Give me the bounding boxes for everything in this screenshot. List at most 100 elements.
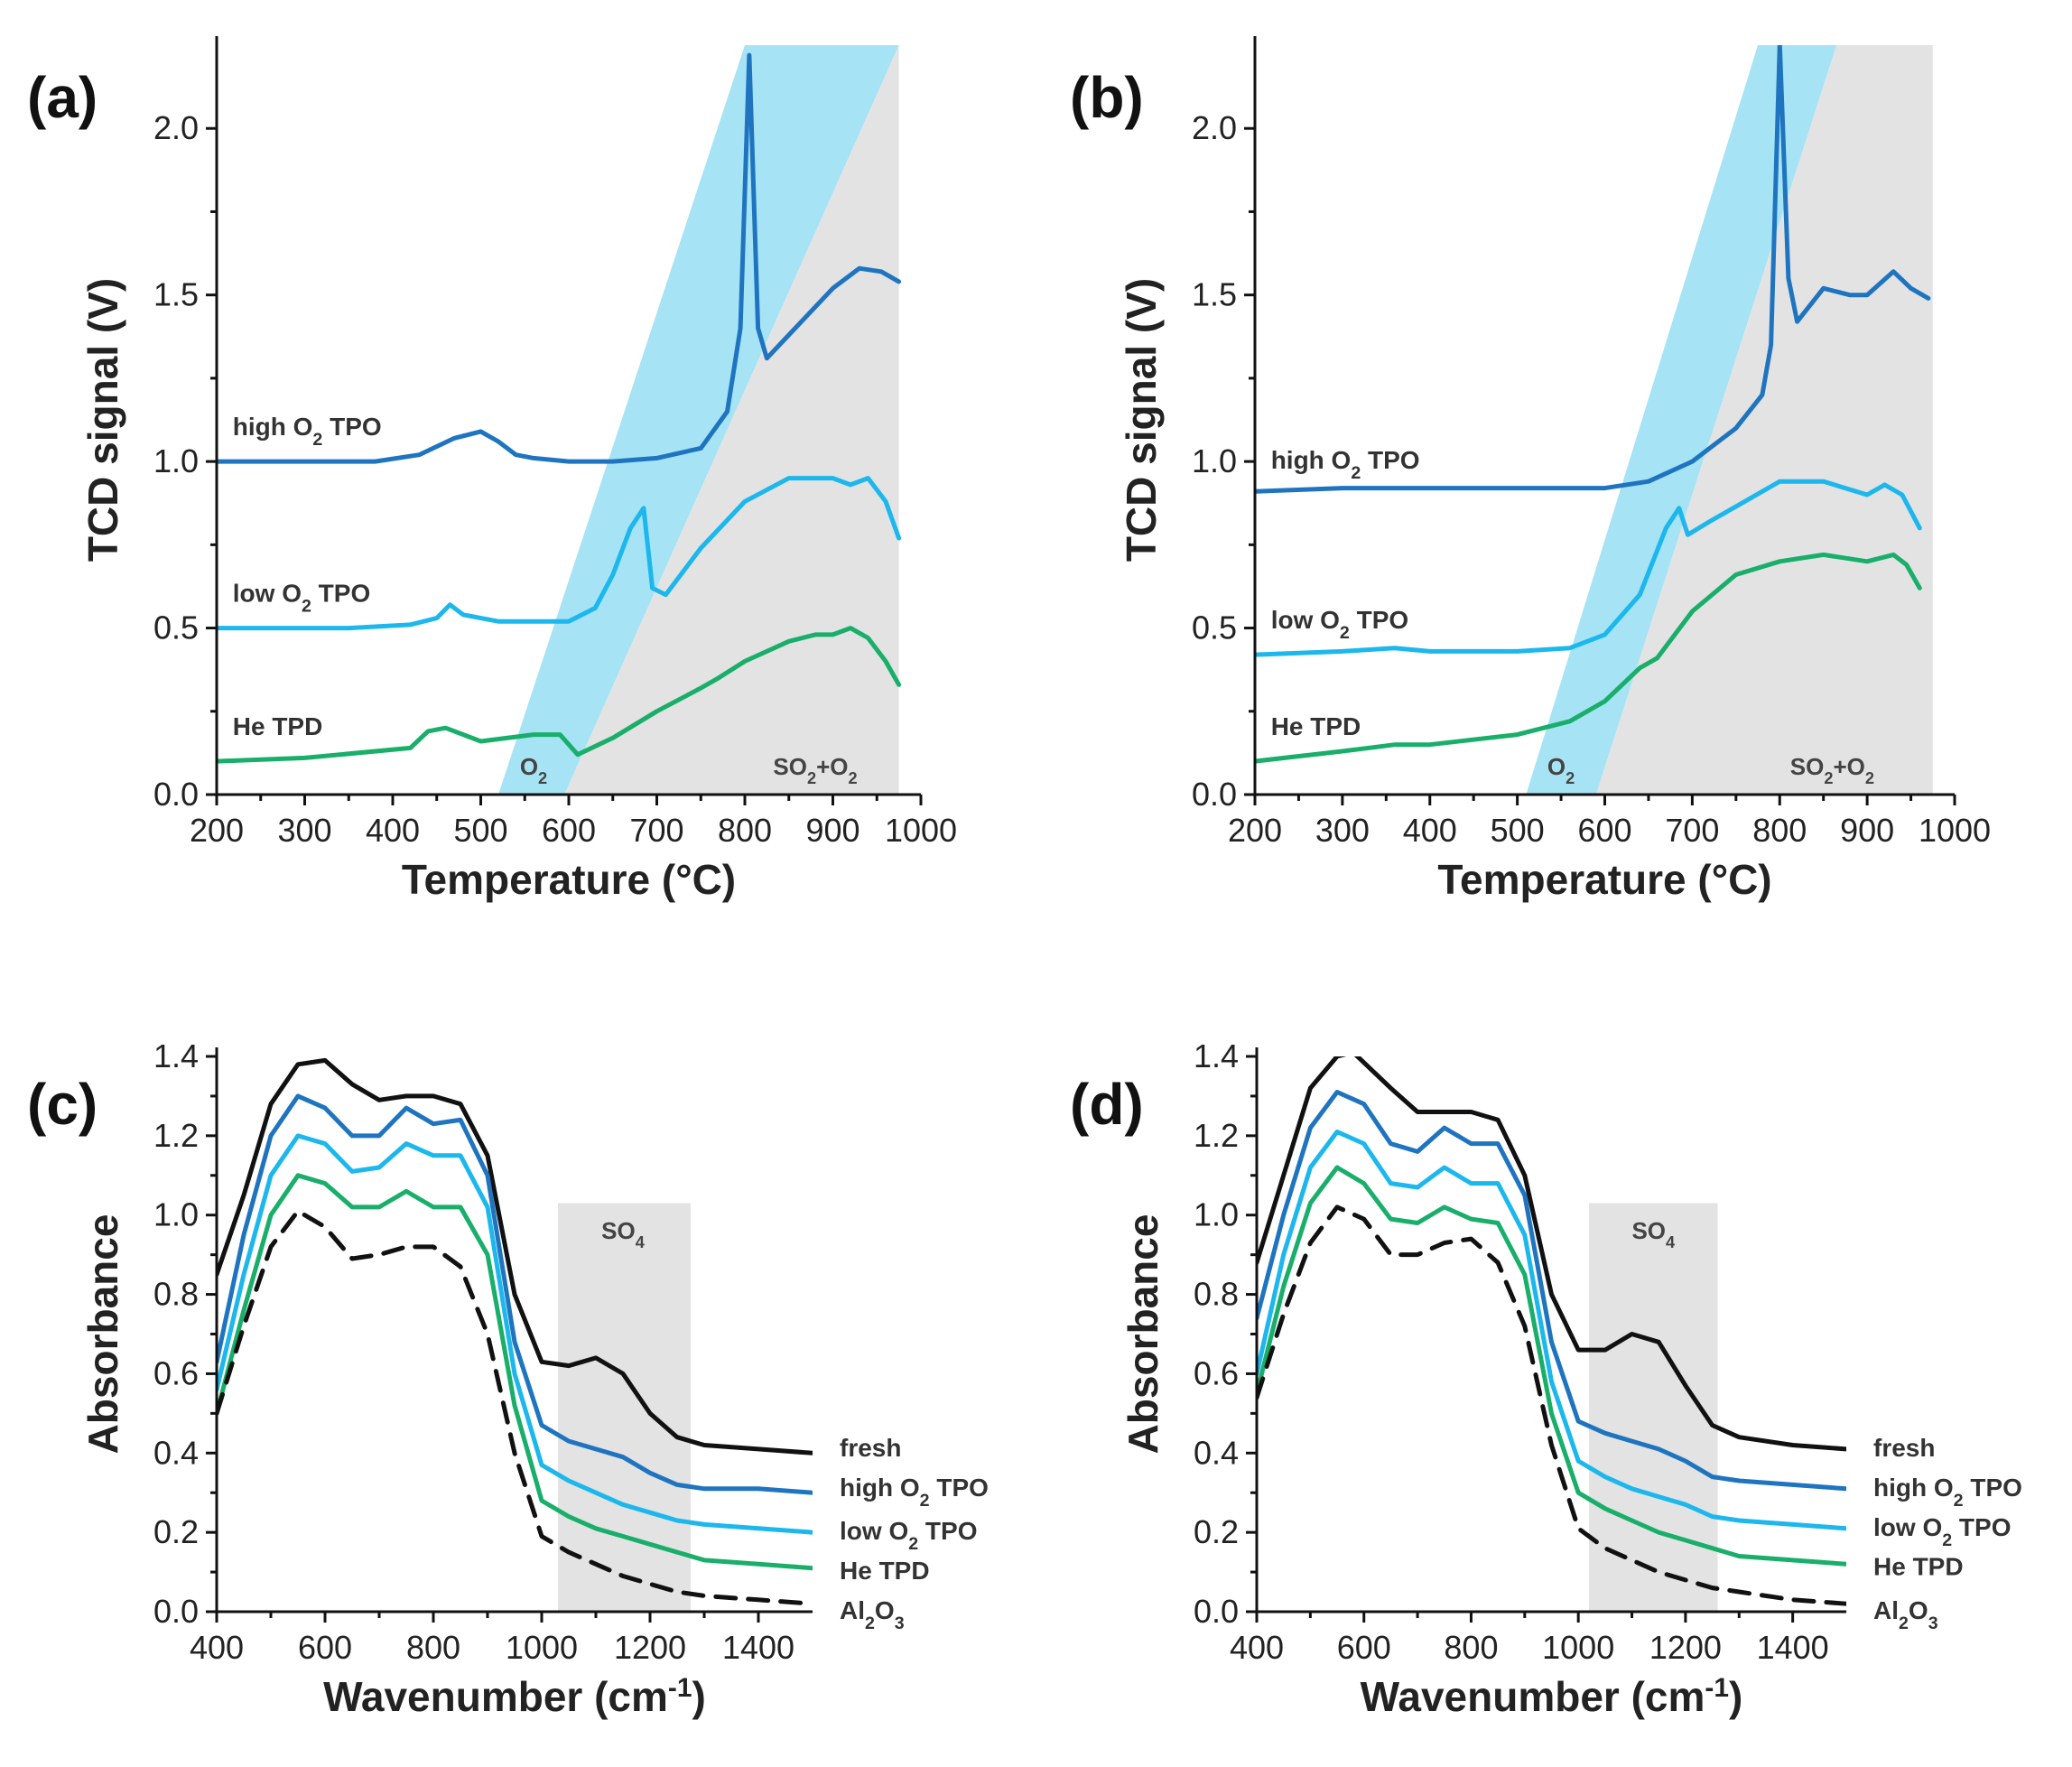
region-label-so: SO4: [601, 1217, 646, 1251]
series-label-he-tpd: He TPD: [840, 1557, 930, 1585]
series-line-high-o-tpo: [217, 1093, 813, 1495]
y-tick-label: 0.8: [1194, 1276, 1239, 1313]
y-tick-label: 2.0: [153, 109, 199, 146]
y-tick-label: 1.5: [153, 276, 199, 313]
y-tick-label: 0.5: [1192, 609, 1237, 646]
series-label-al-o: Al2O3: [840, 1596, 905, 1633]
x-tick-label: 400: [366, 812, 420, 849]
y-tick-label: 1.0: [1192, 442, 1237, 479]
panel-letter: (c): [27, 1072, 98, 1137]
x-tick-label: 1000: [885, 812, 957, 849]
series-label-fresh: fresh: [1873, 1434, 1935, 1462]
x-axis-title: Wavenumber (cm-1): [323, 1673, 706, 1721]
y-tick-label: 1.2: [1194, 1117, 1239, 1154]
y-tick-label: 1.0: [153, 442, 199, 479]
y-tick-label: 2.0: [1192, 109, 1237, 146]
x-tick-label: 200: [190, 812, 244, 849]
shaded-region-so: [1589, 1203, 1718, 1612]
series-line-low-o-tpo: [1257, 1130, 1846, 1531]
series-line-low-o-tpo: [217, 1133, 813, 1535]
series-line-low-o-tpo: [1255, 479, 1922, 657]
y-tick-label: 0.4: [153, 1434, 199, 1471]
series-line-high-o-tpo: [1257, 1090, 1846, 1492]
x-tick-label: 600: [298, 1629, 352, 1666]
series-line-he-tpd: [217, 626, 902, 764]
x-tick-label: 900: [1840, 812, 1894, 849]
series-label-he-tpd: He TPD: [1271, 712, 1361, 740]
y-tick-label: 1.4: [1194, 1037, 1239, 1074]
panel-letter: (b): [1070, 65, 1144, 130]
x-tick-label: 1400: [722, 1629, 794, 1666]
series-label-low-o-tpo: low O2 TPO: [840, 1517, 977, 1554]
x-tick-label: 800: [1444, 1629, 1498, 1666]
y-axis-title: Absorbance: [79, 1214, 126, 1455]
y-tick-label: 0.6: [1194, 1354, 1239, 1391]
x-tick-label: 1400: [1757, 1629, 1829, 1666]
x-tick-label: 1200: [614, 1629, 686, 1666]
series-label-fresh: fresh: [840, 1434, 901, 1462]
y-tick-label: 1.4: [153, 1037, 199, 1074]
x-tick-label: 1000: [1542, 1629, 1614, 1666]
x-tick-label: 800: [718, 812, 772, 849]
x-tick-label: 300: [1315, 812, 1370, 849]
y-tick-label: 0.2: [153, 1513, 199, 1550]
y-axis-title: TCD signal (V): [79, 278, 126, 562]
series-label-low-o-tpo: low O2 TPO: [1873, 1513, 2011, 1550]
panel-c: SO4 fresh high O2 TPO low O2 TPO He TPD Al2O3…: [27, 1037, 989, 1720]
series-label-al-o: Al2O3: [1873, 1596, 1938, 1633]
x-tick-label: 800: [1752, 812, 1807, 849]
x-tick-label: 700: [629, 812, 683, 849]
y-tick-label: 0.0: [1192, 776, 1237, 813]
series-line-al-o: [1257, 1204, 1846, 1606]
series-line-high-o-tpo: [217, 52, 902, 464]
shaded-region-so-o: [564, 45, 899, 795]
x-axis-title: Temperature (°C): [402, 856, 736, 903]
y-tick-label: 1.5: [1192, 276, 1237, 313]
series-label-he-tpd: He TPD: [233, 712, 323, 740]
region-label-so: SO4: [1631, 1217, 1676, 1251]
y-tick-label: 1.2: [153, 1117, 199, 1154]
series-label-high-o-tpo: high O2 TPO: [1873, 1474, 2022, 1511]
region-label-so-o: SO2+O2: [773, 753, 857, 787]
shaded-region-so: [558, 1203, 691, 1612]
x-tick-label: 400: [1403, 812, 1457, 849]
series-line-fresh: [1257, 1056, 1846, 1452]
x-tick-label: 200: [1228, 812, 1282, 849]
y-tick-label: 0.0: [1194, 1593, 1239, 1630]
x-tick-label: 900: [805, 812, 859, 849]
shaded-region-so-o: [1595, 45, 1933, 795]
x-tick-label: 600: [1337, 1629, 1391, 1666]
region-label-o: O2: [520, 753, 547, 787]
series-line-al-o: [217, 1208, 813, 1606]
x-axis-title: Wavenumber (cm-1): [1361, 1673, 1743, 1721]
y-tick-label: 0.0: [153, 1593, 199, 1630]
x-tick-label: 300: [277, 812, 331, 849]
x-tick-label: 600: [542, 812, 596, 849]
x-tick-label: 1000: [1919, 812, 1991, 849]
panel-b: O2 SO2+O2 high O2 TPO low O2 TPO He TPD 200 30…: [1070, 36, 1991, 903]
y-tick-label: 1.0: [153, 1196, 199, 1233]
y-tick-label: 0.5: [153, 609, 199, 646]
panel-a: O2 SO2+O2 high O2 TPO low O2 TPO He TPD 200 30…: [27, 36, 957, 903]
panel-letter: (d): [1070, 1072, 1144, 1137]
series-label-he-tpd: He TPD: [1873, 1553, 1964, 1581]
y-tick-label: 0.4: [1194, 1434, 1239, 1471]
y-axis-title: TCD signal (V): [1118, 278, 1165, 562]
x-tick-label: 800: [406, 1629, 460, 1666]
y-tick-label: 0.0: [153, 776, 199, 813]
y-tick-label: 0.2: [1194, 1513, 1239, 1550]
x-tick-label: 1000: [506, 1629, 578, 1666]
x-tick-label: 400: [1230, 1629, 1284, 1666]
region-label-so-o: SO2+O2: [1790, 753, 1874, 787]
shaded-region-o: [498, 45, 899, 795]
x-tick-label: 500: [1491, 812, 1545, 849]
series-label-low-o-tpo: low O2 TPO: [1271, 606, 1408, 643]
series-line-high-o-tpo: [1255, 45, 1931, 494]
series-line-he-tpd: [217, 1173, 813, 1571]
x-tick-label: 600: [1577, 812, 1631, 849]
series-line-fresh: [217, 1057, 813, 1455]
x-tick-label: 700: [1665, 812, 1719, 849]
y-tick-label: 1.0: [1194, 1196, 1239, 1233]
